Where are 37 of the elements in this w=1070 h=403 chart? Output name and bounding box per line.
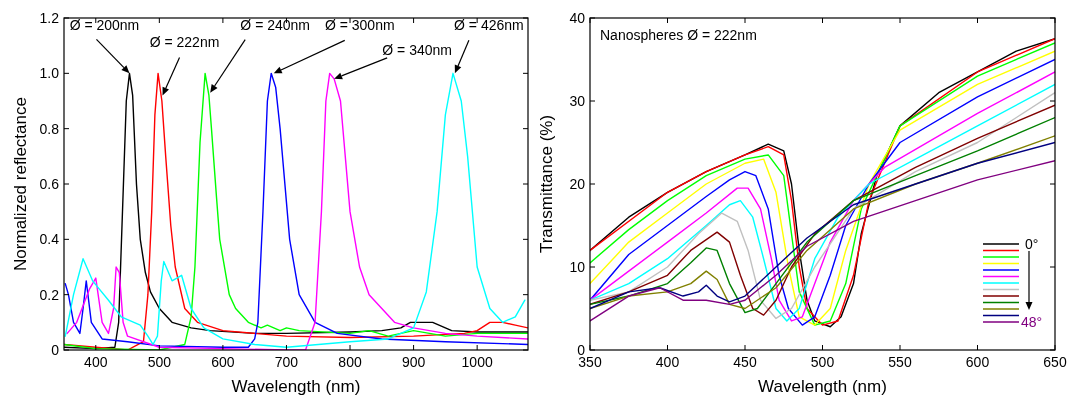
x-axis-title: Wavelength (nm) [758,377,887,396]
y-tick-label: 20 [569,176,586,192]
x-axis-title: Wavelength (nm) [231,377,361,396]
y-tick-label: 0.6 [39,176,60,192]
y-tick-label: 1.2 [39,10,60,26]
y-tick-label: 30 [569,93,586,109]
y-tick-label: 40 [569,10,586,26]
annotation: Ø = 240nm [240,16,311,33]
text: 48° [1021,314,1043,330]
x-tick-label: 900 [401,354,426,370]
annotation: Ø = 222nm [149,34,220,51]
x-tick-label: 550 [888,354,912,370]
y-tick-label: 0.4 [39,231,60,248]
x-tick-label: 650 [1043,354,1067,370]
x-tick-label: 600 [211,354,235,370]
x-tick-label: 700 [274,354,299,370]
y-tick-label: 0.2 [39,286,60,303]
y-tick-label: 0 [51,342,60,358]
x-tick-label: 500 [810,354,835,370]
legend-label: 0° [1025,236,1039,252]
y-axis-title: Normalized reflectance [11,97,30,271]
y-tick-label: 10 [569,259,586,275]
annotation: Ø = 300nm [324,17,395,34]
x-tick-label: 600 [965,354,990,370]
annotation: Ø = 200nm [69,17,140,34]
y-axis-title: Transmittance (%) [537,114,556,254]
x-tick-label: 400 [84,354,108,370]
x-tick-label: 450 [733,354,757,370]
y-tick-label: 1.0 [39,65,60,82]
x-tick-label: 800 [338,354,362,370]
x-tick-label: 400 [655,354,680,370]
annotation: Ø = 426nm [454,17,524,34]
annotation: Nanospheres Ø = 222nm [600,27,757,43]
annotation: Ø = 340nm [382,41,452,58]
x-tick-label: 500 [147,354,172,370]
y-tick-label: 0.8 [39,120,60,137]
x-tick-label: 1000 [461,354,493,370]
